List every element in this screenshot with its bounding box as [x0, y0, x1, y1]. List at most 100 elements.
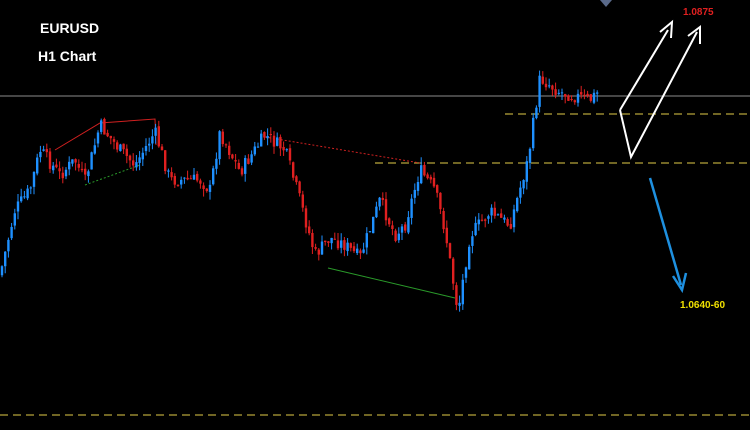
candle-body [112, 139, 116, 142]
candle-body [84, 168, 87, 175]
candle-body [352, 246, 356, 252]
candle-body [330, 237, 333, 244]
candle-body [157, 126, 160, 147]
candle-body [48, 151, 52, 169]
candle-body [234, 160, 237, 162]
candle-body [228, 145, 231, 155]
candle-body [586, 93, 589, 96]
candle-body [346, 242, 349, 252]
candle-body [471, 236, 474, 246]
candle-body [580, 92, 583, 95]
candle-body [480, 219, 484, 221]
candle-body [141, 152, 144, 160]
candle-body [535, 107, 538, 119]
candle-body [336, 240, 340, 249]
candle-body [372, 216, 375, 234]
candle-body [221, 131, 224, 145]
candle-body [183, 177, 186, 179]
candle-body [160, 146, 164, 151]
candle-body [36, 157, 39, 174]
up-arrow-2 [619, 31, 698, 160]
candle-body [500, 213, 503, 218]
candle-body [314, 247, 317, 249]
candle-body [509, 223, 512, 229]
candle-body [4, 251, 7, 267]
candle-body [253, 146, 256, 155]
candle-body [455, 285, 458, 305]
candle-body [61, 172, 64, 179]
candle-body [452, 258, 455, 284]
candle-body [132, 160, 135, 166]
candle-body [560, 92, 564, 94]
candle-body [416, 182, 420, 191]
candle-body [7, 239, 10, 252]
candles [0, 70, 599, 312]
candle-body [468, 246, 471, 270]
candle-body [439, 192, 442, 210]
candle-body [269, 134, 272, 136]
candle-body [544, 83, 548, 88]
candle-body [384, 199, 388, 221]
candle-body [557, 92, 560, 94]
candle-body [260, 133, 263, 147]
candle-body [464, 267, 468, 278]
candle-body [554, 89, 557, 95]
candle-body [368, 231, 372, 233]
symbol: EURUSD [40, 20, 99, 36]
candle-body [525, 161, 528, 182]
candle-body [362, 249, 365, 253]
candle-body [103, 118, 106, 135]
candle-body [448, 243, 452, 259]
down-arrow [648, 177, 683, 286]
candle-body [583, 94, 586, 96]
candle-body [202, 185, 205, 190]
candle-body [516, 198, 519, 212]
candle-body [128, 155, 132, 161]
candle-body [442, 211, 445, 230]
candle-body [173, 175, 176, 185]
candle-body [576, 93, 580, 103]
candle-body [16, 201, 20, 212]
candle-body [116, 142, 119, 150]
candle-body [0, 266, 4, 276]
candle-body [317, 249, 320, 255]
candle-body [189, 178, 192, 180]
candle-body [212, 168, 215, 185]
candle-body [375, 206, 378, 218]
candle-body [39, 151, 42, 158]
candle-body [365, 233, 368, 248]
candle-body [528, 148, 532, 163]
candle-body [407, 217, 410, 233]
candle-body [64, 169, 68, 177]
candle-body [410, 198, 413, 218]
candle-body [256, 146, 260, 148]
candle-body [506, 219, 509, 226]
candle-body [10, 226, 13, 239]
candle-body [356, 248, 359, 254]
candle-body [167, 170, 170, 172]
candle-body [77, 164, 80, 168]
candle-body [343, 240, 346, 250]
candle-body [247, 158, 250, 164]
candle-body [106, 132, 109, 137]
candle-body [100, 120, 103, 132]
up-arrow-1-head [659, 19, 674, 39]
candle-body [458, 302, 461, 306]
candle-body [436, 185, 439, 193]
candle-body [477, 219, 480, 225]
candle-body [276, 137, 279, 146]
candle-body [186, 177, 189, 180]
candle-body [58, 168, 61, 172]
candle-body [589, 94, 592, 101]
candle-body [522, 180, 525, 189]
candle-body [420, 165, 423, 184]
candle-body [109, 135, 112, 139]
candle-body [596, 92, 599, 94]
candle-body [570, 98, 573, 100]
candle-body [135, 162, 138, 168]
candle-body [164, 150, 167, 172]
candle-body [176, 184, 180, 186]
candle-body [68, 161, 71, 170]
